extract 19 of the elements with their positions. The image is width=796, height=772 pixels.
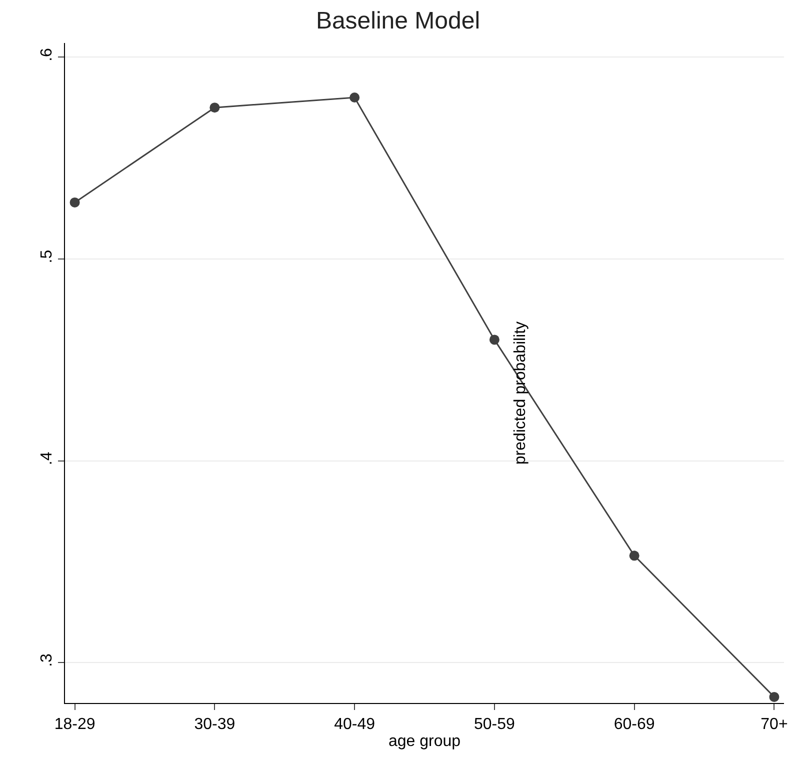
x-tick-label: 70+ (760, 716, 788, 734)
x-tick-label: 50-59 (474, 716, 516, 734)
x-tick-label: 60-69 (614, 716, 655, 734)
point (769, 692, 780, 702)
point (210, 102, 220, 113)
y-tick-label: .4 (38, 452, 56, 466)
point (489, 334, 500, 345)
y-tick-label: .5 (38, 250, 56, 264)
x-axis-title: age group (388, 732, 461, 750)
chart-title: Baseline Model (316, 7, 480, 34)
point (70, 197, 80, 208)
point (350, 92, 360, 102)
y-axis-title: predicted probability (512, 321, 530, 465)
x-tick-label: 18-29 (54, 716, 96, 734)
y-tick-label: .3 (38, 653, 56, 667)
x-tick-label: 40-49 (334, 716, 376, 734)
point (629, 550, 640, 561)
x-tick-label: 30-39 (194, 716, 236, 734)
y-tick-label: .6 (38, 48, 56, 62)
